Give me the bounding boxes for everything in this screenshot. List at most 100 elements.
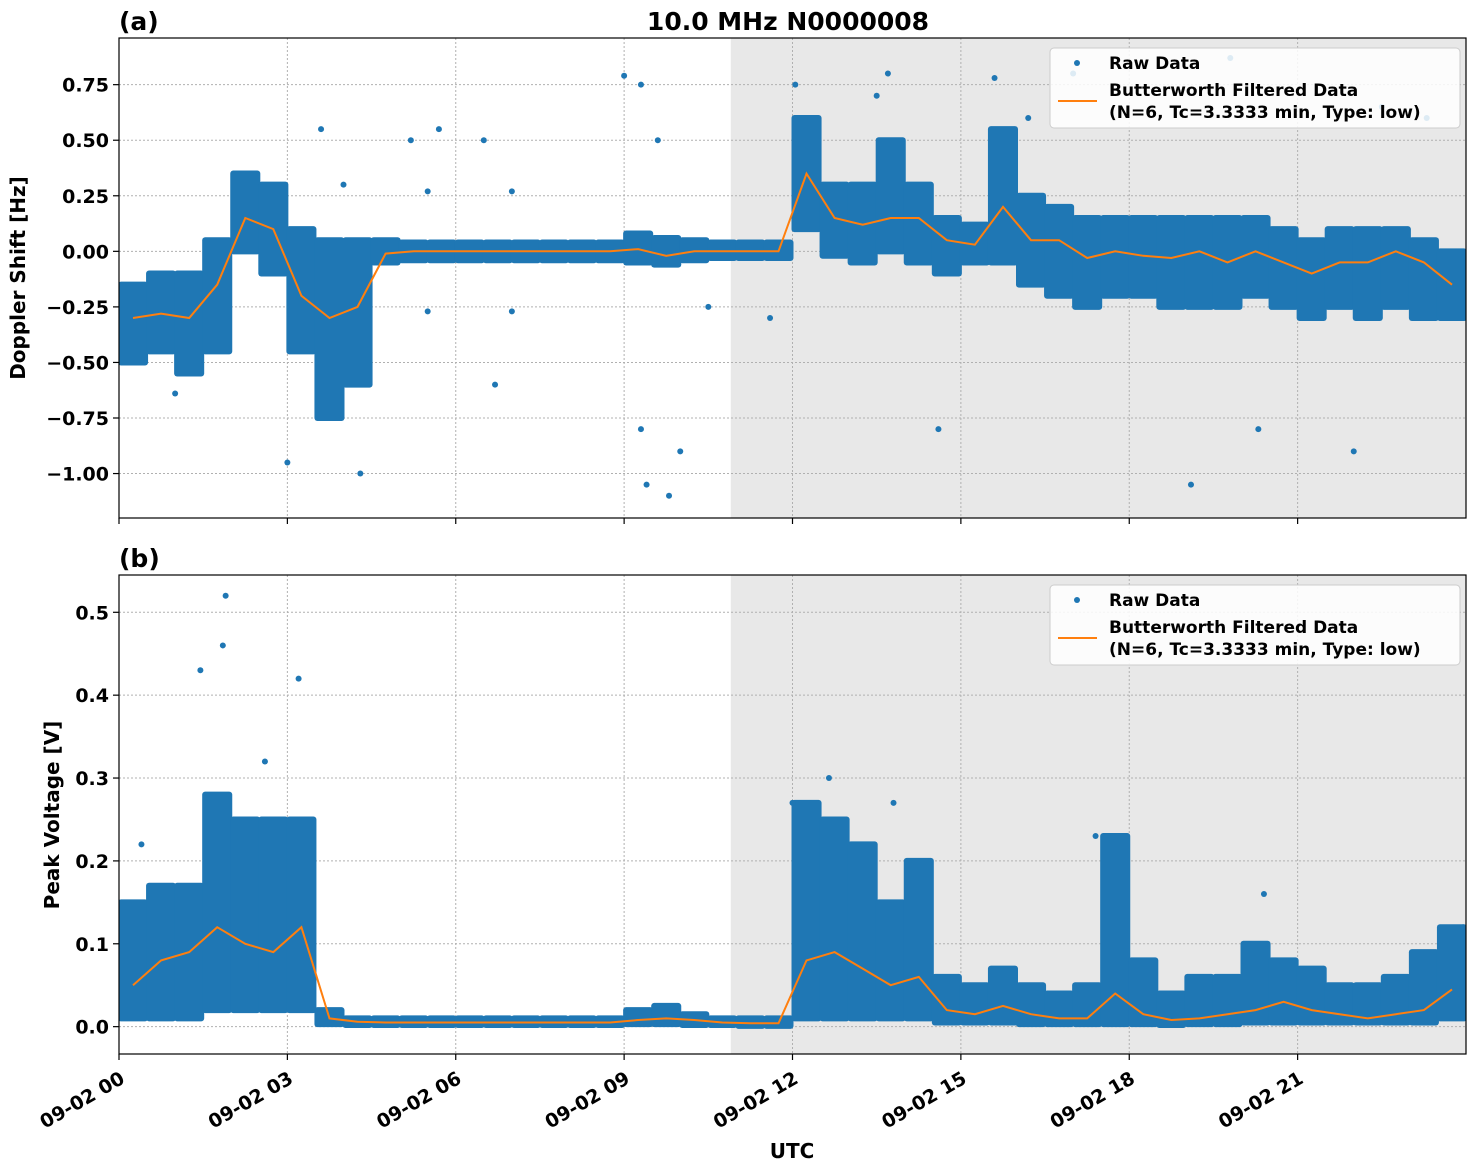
filtered-data-line — [132, 171, 1453, 320]
raw-data-point — [138, 841, 145, 848]
panel-b: 0.0 0.1 0.2 0.3 0.4 0.5 Raw Data Butterworth Fi… — [75, 574, 1467, 1060]
axes-frame — [118, 574, 1467, 1055]
raw-data-band — [651, 1002, 682, 1028]
raw-data-band — [314, 237, 345, 421]
raw-data-band — [987, 126, 1018, 266]
raw-data-band — [1072, 215, 1103, 310]
y-tick-label: 0.25 — [62, 186, 109, 208]
raw-data-point — [1350, 448, 1357, 455]
raw-data-band — [875, 899, 906, 1022]
raw-data-band — [146, 882, 177, 1022]
raw-data-band — [1044, 203, 1075, 299]
raw-data-band — [1184, 215, 1215, 310]
panel-b-label: (b) — [119, 544, 160, 573]
raw-data-band — [819, 816, 850, 1022]
raw-data-point — [637, 81, 644, 88]
y-tick-label: −0.25 — [46, 297, 109, 319]
raw-data-band — [1408, 949, 1439, 1026]
y-tick-label: 0.2 — [75, 851, 109, 873]
raw-data-band — [1408, 237, 1439, 321]
raw-data-band — [623, 1007, 654, 1028]
axes-frame — [118, 37, 1467, 519]
y-tick-label: 0.1 — [75, 934, 109, 956]
raw-data-point — [318, 126, 325, 133]
panel-a-label: (a) — [119, 7, 159, 36]
raw-data-band — [174, 270, 205, 377]
raw-data-band — [959, 982, 990, 1026]
raw-data-band — [1100, 215, 1131, 299]
raw-data-point — [508, 188, 515, 195]
raw-data-band — [819, 181, 850, 259]
raw-data-point — [284, 459, 291, 466]
raw-data-band — [1324, 226, 1355, 310]
y-tick-label: −0.50 — [46, 352, 109, 374]
raw-data-point — [643, 481, 650, 488]
raw-data-point — [435, 126, 442, 133]
x-tick-label: 09-02 12 — [710, 1067, 802, 1133]
raw-data-point — [492, 381, 499, 388]
x-tick-label: 09-02 03 — [205, 1067, 297, 1133]
raw-data-band — [847, 181, 878, 266]
panel-b-y-axis-label: Peak Voltage [V] — [40, 721, 64, 910]
legend-box — [1049, 47, 1461, 129]
raw-data-point — [677, 448, 684, 455]
raw-data-band — [1044, 990, 1075, 1028]
raw-data-point — [637, 426, 644, 433]
raw-data-band — [370, 237, 401, 266]
raw-data-band — [679, 237, 710, 264]
raw-data-band — [847, 841, 878, 1022]
raw-data-band — [1072, 982, 1103, 1028]
panel-a: 0.75 0.50 0.25 0.00 −0.25 −0.50 −0.75 −1.00 Raw … — [46, 37, 1467, 524]
raw-data-point — [424, 188, 431, 195]
raw-data-band — [903, 181, 934, 266]
raw-data-band — [1128, 215, 1159, 299]
x-axis-label: UTC — [770, 1139, 815, 1163]
raw-data-band — [1324, 982, 1355, 1026]
y-tick-label: 0.50 — [62, 130, 109, 152]
raw-data-point — [935, 426, 942, 433]
raw-data-band — [623, 230, 654, 266]
raw-data-point — [407, 137, 414, 144]
legend-raw-marker — [1074, 60, 1080, 66]
x-tick-label: 09-02 09 — [541, 1067, 633, 1133]
raw-data-point — [1187, 481, 1194, 488]
raw-data-point — [424, 308, 431, 315]
raw-data-point — [884, 70, 891, 77]
raw-data-point — [705, 303, 712, 310]
plot-area — [119, 592, 1466, 1029]
x-tick-label: 09-02 15 — [878, 1067, 970, 1133]
raw-data-band — [875, 137, 906, 255]
raw-data-band — [791, 799, 822, 1022]
raw-data-point — [789, 799, 796, 806]
raw-data-band — [1184, 973, 1215, 1028]
legend-raw-label: Raw Data — [1109, 54, 1200, 74]
raw-data-band — [1352, 226, 1383, 321]
y-tick-label: 0.4 — [75, 685, 109, 707]
raw-data-band — [987, 965, 1018, 1026]
raw-data-band — [1016, 982, 1047, 1028]
y-tick-label: 0.00 — [62, 241, 109, 263]
legend-filtered-params: (N=6, Tc=3.3333 min, Type: low) — [1109, 103, 1421, 123]
raw-data-band — [735, 239, 766, 261]
x-tick-label: 09-02 06 — [373, 1067, 465, 1133]
y-tick-label: 0.5 — [75, 602, 109, 624]
raw-data-point — [1025, 115, 1032, 121]
y-tick-label: −0.75 — [46, 408, 109, 430]
raw-data-band — [258, 816, 289, 1014]
raw-data-band — [286, 816, 317, 1014]
filtered-data-line — [132, 925, 1453, 1025]
legend-filtered-label: Butterworth Filtered Data — [1109, 618, 1358, 638]
legend: Raw Data Butterworth Filtered Data(N=6, T… — [1049, 47, 1461, 129]
raw-data-point — [219, 642, 226, 649]
raw-data-point — [666, 492, 673, 499]
raw-data-point — [890, 799, 897, 806]
raw-data-point — [1260, 891, 1267, 898]
raw-data-band — [230, 816, 261, 1014]
y-tick-label: 0.75 — [62, 75, 109, 97]
legend-raw-marker — [1074, 597, 1080, 603]
raw-data-band — [931, 215, 962, 277]
legend-filtered-params: (N=6, Tc=3.3333 min, Type: low) — [1109, 640, 1421, 660]
raw-data-band — [1380, 973, 1411, 1026]
raw-data-point — [197, 667, 204, 674]
legend-filtered-label: Butterworth Filtered Data — [1109, 81, 1358, 101]
